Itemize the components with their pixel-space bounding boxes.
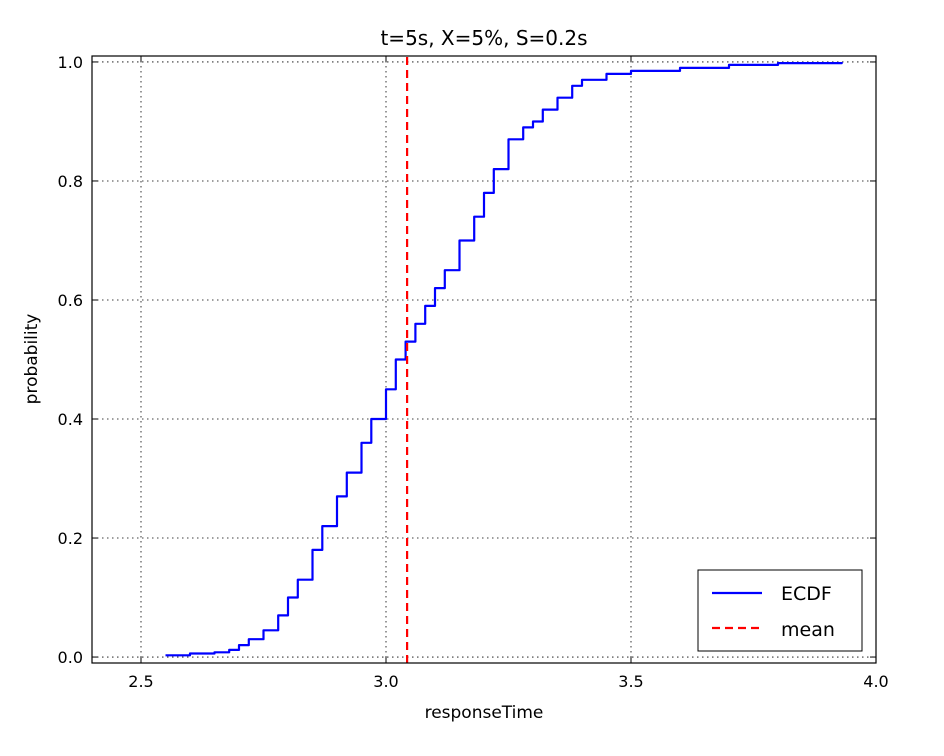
plot-frame [91,55,877,664]
y-tick-label: 0.0 [58,648,83,667]
chart-title: t=5s, X=5%, S=0.2s [380,26,587,50]
legend-ecdf-label: ECDF [781,583,832,605]
x-tick-label: 4.0 [863,672,888,691]
x-axis-label: responseTime [425,703,544,723]
x-tick-label: 3.0 [373,672,398,691]
y-tick-label: 0.2 [58,529,83,548]
tick-labels: 2.5 3.0 3.5 4.0 0.0 0.2 0.4 0.6 0.8 1.0 [58,53,889,691]
y-tick-label: 1.0 [58,53,83,72]
y-tick-label: 0.4 [58,410,83,429]
legend-mean-label: mean [781,619,835,641]
y-tick-label: 0.8 [58,172,83,191]
legend: ECDF mean [697,569,863,652]
y-tick-label: 0.6 [58,291,83,310]
ecdf-line [165,62,843,657]
x-tick-label: 2.5 [128,672,153,691]
plot-area [92,56,876,663]
y-axis-label: probability [22,314,42,405]
x-tick-label: 3.5 [618,672,643,691]
legend-box [697,569,863,652]
series-layer [165,56,843,663]
